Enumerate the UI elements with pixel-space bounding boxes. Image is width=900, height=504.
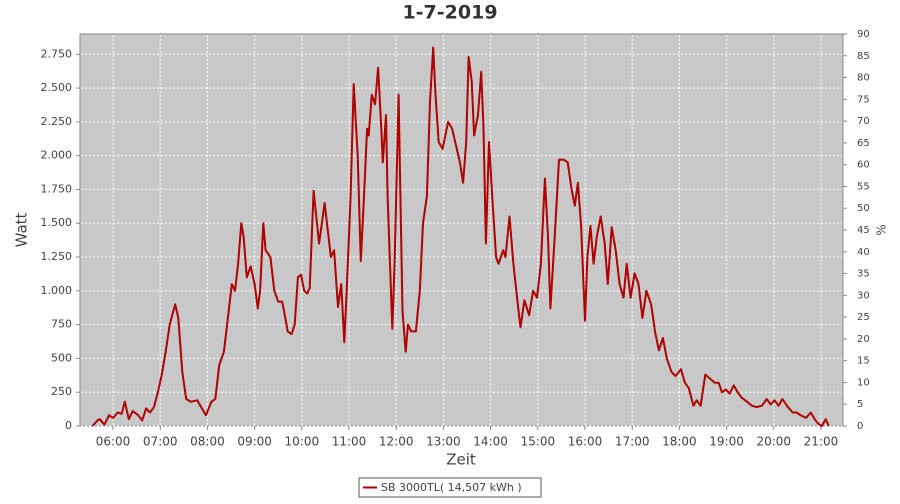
x-tick-label: 06:00	[96, 435, 131, 449]
y2-tick-label: 10	[857, 377, 870, 388]
y2-tick-label: 70	[857, 116, 870, 127]
y2-tick-label: 15	[857, 356, 870, 367]
y2-tick-label: 90	[857, 29, 870, 40]
y-tick-label: 0	[65, 419, 72, 432]
y2-tick-label: 0	[857, 421, 863, 432]
y-tick-label: 2.250	[41, 115, 73, 128]
plot-area	[79, 33, 844, 427]
y-tick-label: 2.750	[41, 47, 73, 60]
x-tick-label: 13:00	[426, 435, 461, 449]
y-tick-label: 750	[51, 318, 72, 331]
y2-tick-label: 45	[857, 225, 870, 236]
x-tick-label: 16:00	[568, 435, 603, 449]
y2-axis-label: %	[875, 224, 889, 235]
x-tick-label: 15:00	[521, 435, 556, 449]
x-tick-label: 11:00	[332, 435, 367, 449]
y-tick-label: 1.500	[41, 216, 73, 229]
y2-tick-label: 75	[857, 94, 870, 105]
x-tick-label: 17:00	[615, 435, 650, 449]
x-tick-label: 20:00	[756, 435, 791, 449]
legend-label: SB 3000TL( 14,507 kWh )	[381, 481, 522, 494]
x-axis-label: Zeit	[446, 451, 476, 469]
y-tick-label: 2.000	[41, 149, 73, 162]
y2-tick-label: 50	[857, 203, 870, 214]
y2-tick-label: 55	[857, 181, 870, 192]
y-tick-label: 1.250	[41, 250, 73, 263]
y2-tick-label: 40	[857, 247, 870, 258]
y2-tick-label: 35	[857, 269, 870, 280]
y-tick-label: 500	[51, 351, 72, 364]
y-tick-label: 1.750	[41, 182, 73, 195]
x-tick-label: 10:00	[285, 435, 320, 449]
x-tick-label: 21:00	[804, 435, 839, 449]
x-tick-label: 09:00	[237, 435, 272, 449]
y2-tick-label: 65	[857, 138, 870, 149]
x-tick-label: 18:00	[662, 435, 697, 449]
y2-tick-label: 20	[857, 334, 870, 345]
x-tick-label: 12:00	[379, 435, 414, 449]
y2-tick-label: 5	[857, 399, 863, 410]
x-tick-label: 08:00	[190, 435, 225, 449]
data-line	[91, 46, 830, 427]
x-tick-label: 19:00	[709, 435, 744, 449]
x-tick-label: 14:00	[473, 435, 508, 449]
y-tick-label: 2.500	[41, 81, 73, 94]
y2-tick-label: 85	[857, 51, 870, 62]
y2-tick-label: 80	[857, 73, 870, 84]
chart-title: 1-7-2019	[402, 2, 497, 24]
x-tick-label: 07:00	[143, 435, 178, 449]
y-tick-label: 250	[51, 385, 72, 398]
y-axis-label: Watt	[13, 212, 31, 247]
y-tick-label: 1.000	[41, 284, 73, 297]
y2-tick-label: 30	[857, 290, 870, 301]
y2-tick-label: 60	[857, 160, 870, 171]
legend	[358, 477, 542, 498]
y2-tick-label: 25	[857, 312, 870, 323]
